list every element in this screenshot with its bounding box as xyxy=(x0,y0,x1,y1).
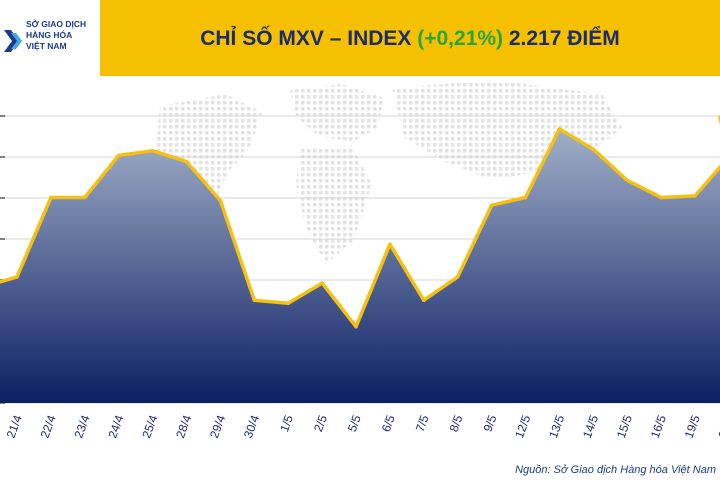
data-point xyxy=(557,127,562,131)
x-tick-label: 29/4 xyxy=(207,413,228,440)
logo-line: SỞ GIAO DỊCH xyxy=(26,19,87,29)
x-tick-label: 25/4 xyxy=(139,413,160,440)
x-tick-label: 15/5 xyxy=(614,413,635,440)
data-point xyxy=(625,178,629,183)
logo-line: VIỆT NAM xyxy=(26,41,67,51)
x-tick-label: 22/4 xyxy=(38,413,59,440)
logo-text: SỞ GIAO DỊCH HÀNG HÓA VIỆT NAM xyxy=(26,19,100,52)
data-point xyxy=(286,301,291,306)
x-tick-label: 5/5 xyxy=(345,413,364,434)
x-tick-label: 21/4 xyxy=(4,413,25,440)
x-tick-label: 9/5 xyxy=(481,413,500,434)
x-tick-label: 23/4 xyxy=(71,413,92,440)
x-tick-label: 8/5 xyxy=(447,413,466,434)
x-tick-label: 13/5 xyxy=(546,413,567,440)
source-note: Nguồn: Sở Giao dịch Hàng hóa Việt Nam xyxy=(515,464,716,476)
x-tick-label: 1/5 xyxy=(277,413,296,434)
logo-chevron-icon xyxy=(4,30,22,52)
data-point xyxy=(320,281,324,285)
x-tick-label: 14/5 xyxy=(580,413,601,440)
x-tick-label: 12/5 xyxy=(512,413,533,440)
data-point xyxy=(252,298,257,302)
logo-line: HÀNG HÓA xyxy=(26,30,73,40)
x-tick-label: 19/5 xyxy=(682,413,703,440)
data-point xyxy=(455,275,460,279)
x-tick-label: 16/5 xyxy=(648,413,669,440)
data-point xyxy=(218,198,223,203)
data-point xyxy=(83,195,87,200)
data-point xyxy=(388,242,392,246)
data-point xyxy=(523,195,528,200)
x-tick-label: 20/5 xyxy=(716,413,720,440)
data-point xyxy=(150,148,155,153)
header-banner: SỞ GIAO DỊCH HÀNG HÓA VIỆT NAM CHỈ SỐ MX… xyxy=(0,0,720,76)
chart-svg: 21/4 22/4 23/4 24/4 25/4 28/4 29/4 30/4 1/5 2/5 5/… xyxy=(0,74,720,440)
x-tick-label: 28/4 xyxy=(173,413,194,440)
x-tick-label: 30/4 xyxy=(241,413,262,440)
logo: SỞ GIAO DỊCH HÀNG HÓA VIỆT NAM xyxy=(0,0,100,76)
data-point xyxy=(116,153,121,158)
title-suffix: 2.217 ĐIỂM xyxy=(503,27,620,50)
data-point xyxy=(489,203,494,207)
data-point xyxy=(693,194,697,198)
chart-title: CHỈ SỐ MXV – INDEX (+0,21%) 2.217 ĐIỂM xyxy=(100,27,720,51)
series-area xyxy=(0,117,720,403)
data-point xyxy=(591,147,596,151)
data-point xyxy=(659,195,663,200)
series-line xyxy=(0,115,720,329)
data-point xyxy=(184,159,189,164)
data-point xyxy=(49,195,53,200)
x-tick-label: 2/5 xyxy=(311,413,330,434)
x-tick-label: 24/4 xyxy=(105,413,126,440)
data-point xyxy=(15,275,19,279)
x-tick-label: 7/5 xyxy=(413,413,432,434)
title-change: (+0,21%) xyxy=(417,27,504,50)
data-point xyxy=(422,298,426,302)
x-tick-label: 6/5 xyxy=(379,413,398,434)
chart-area: 21/4 22/4 23/4 24/4 25/4 28/4 29/4 30/4 1/5 2/5 5/… xyxy=(0,74,720,480)
title-prefix: CHỈ SỐ MXV – INDEX xyxy=(200,27,418,50)
data-point xyxy=(354,324,358,329)
